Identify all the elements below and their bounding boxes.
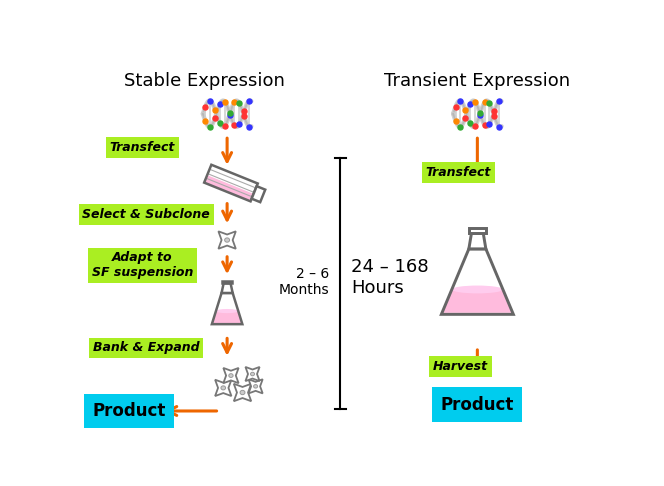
Ellipse shape — [250, 372, 254, 376]
Ellipse shape — [452, 286, 503, 294]
Text: Harvest: Harvest — [433, 360, 488, 373]
Text: Select & Subclone: Select & Subclone — [82, 208, 210, 221]
Ellipse shape — [216, 309, 238, 313]
Polygon shape — [204, 175, 254, 201]
Polygon shape — [443, 290, 512, 313]
Polygon shape — [223, 368, 238, 383]
Polygon shape — [234, 384, 251, 401]
Polygon shape — [246, 367, 260, 381]
Text: Stable Expression: Stable Expression — [124, 72, 284, 90]
Text: Transfect: Transfect — [426, 166, 491, 179]
Polygon shape — [222, 283, 232, 293]
Ellipse shape — [254, 384, 258, 388]
Polygon shape — [218, 231, 236, 249]
Ellipse shape — [221, 386, 226, 390]
Text: Product: Product — [93, 402, 166, 420]
Polygon shape — [248, 379, 263, 394]
Text: Transfect: Transfect — [110, 141, 175, 154]
Ellipse shape — [229, 374, 233, 378]
Text: 2 – 6
Months: 2 – 6 Months — [279, 266, 329, 297]
Text: 24 – 168
Hours: 24 – 168 Hours — [351, 259, 429, 297]
Polygon shape — [252, 186, 265, 202]
Text: Product: Product — [441, 396, 514, 414]
Polygon shape — [469, 228, 485, 233]
Polygon shape — [215, 380, 232, 396]
Text: Adapt to
SF suspension: Adapt to SF suspension — [92, 251, 193, 279]
Polygon shape — [222, 280, 232, 283]
Ellipse shape — [240, 390, 245, 395]
Text: Transient Expression: Transient Expression — [384, 72, 570, 90]
Ellipse shape — [224, 238, 230, 242]
Polygon shape — [212, 311, 242, 323]
Text: Bank & Expand: Bank & Expand — [93, 341, 200, 354]
Polygon shape — [469, 233, 486, 249]
